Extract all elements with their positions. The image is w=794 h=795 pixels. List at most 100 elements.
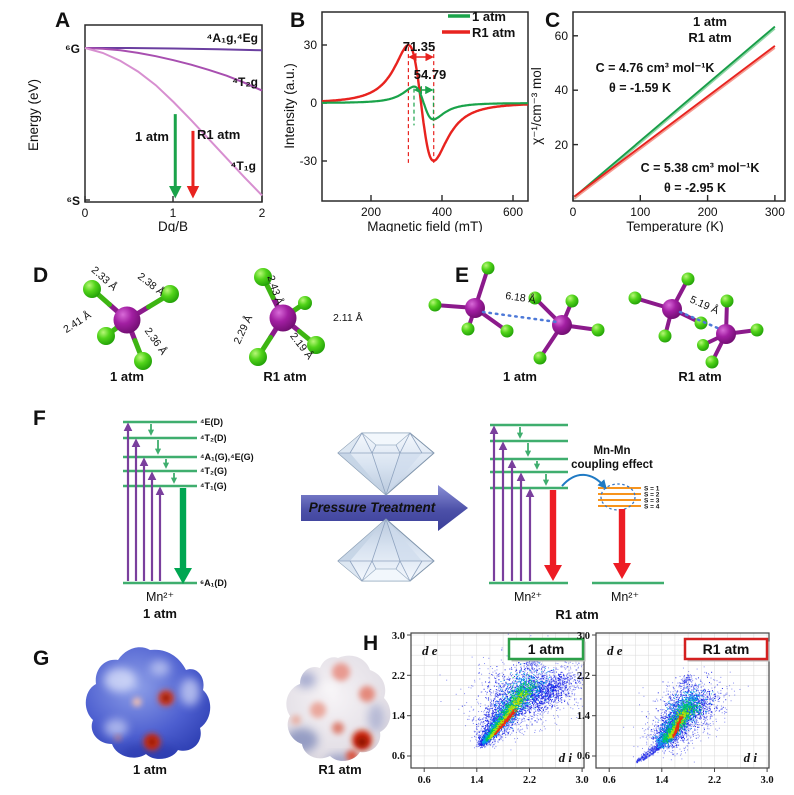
weiss-theta-1atm: θ = -1.59 K: [609, 81, 671, 95]
badge-r1atm: [683, 637, 769, 661]
ytick-20: 20: [555, 138, 569, 152]
cl-atom: [97, 327, 115, 345]
ytick: 2.2: [577, 671, 590, 682]
a1g-eg-curve: [85, 47, 263, 52]
mn-mn-distance-label: 5.19 Å: [688, 293, 721, 317]
coupling-circle: [600, 483, 636, 511]
curve-label-t1g: ⁴T₁g: [230, 159, 256, 173]
linewidth-value-red: 71.35: [403, 39, 436, 54]
mn-mn-distance-line: [481, 310, 559, 324]
cl-atom: [298, 296, 312, 310]
spin-label: S = 1: [644, 486, 660, 493]
fingerprint-frame-1atm: 0.6 1.4 2.2 3.0 3.0 2.2 1.4 0.6 d e d i …: [392, 631, 589, 786]
ytick: 3.0: [577, 631, 590, 642]
panel-h-letter: H: [363, 632, 378, 655]
tetrahedra-pair-1atm: [428, 261, 605, 365]
panel-f: F: [33, 407, 664, 622]
bond-length-label: 2.29 Å: [231, 313, 256, 346]
hirshfeld-surface-1atm: 1 atm: [85, 647, 211, 777]
panel-e: E 6.18 Å 1 atm 5.19 Å R1 atm: [428, 261, 764, 384]
ytick-60: 60: [555, 29, 569, 43]
panel-a: A ⁶G ⁶S Energy (eV) 0 1 2 Dq/B ⁴A₁g,⁴Eg …: [26, 9, 266, 232]
panel-a-letter: A: [55, 9, 70, 32]
panel-c-frame: [572, 11, 786, 202]
ytick: 0.6: [577, 751, 590, 762]
xtick-200: 200: [361, 205, 381, 219]
chi-fit-line-1atm: [573, 25, 776, 198]
ground-level-label: ⁶A₁(D): [200, 578, 227, 588]
y-axis-label: Energy (eV): [26, 79, 41, 151]
xtick-400: 400: [432, 205, 452, 219]
xtick-600: 600: [503, 205, 523, 219]
xtick-300: 300: [765, 205, 785, 219]
panel-c: C 20 40 60 χ⁻¹/cm⁻³ mol 0 100 200 300 Te…: [529, 9, 786, 232]
level-label: ⁴E(D): [200, 417, 223, 427]
mncl4-tetrahedron-r1atm: [249, 268, 325, 366]
badge-label-r1atm: R1 atm: [703, 641, 750, 657]
badge-1atm: [507, 637, 585, 661]
level-label: ⁴T₂(G): [200, 466, 227, 476]
panel-b: B 30 0 -30 Intensity (a.u.) 200 400 600 …: [282, 9, 529, 232]
ytick-30: 30: [304, 38, 318, 52]
xtick: 1.4: [470, 775, 484, 786]
xtick: 1.4: [655, 775, 669, 786]
xtick: 3.0: [761, 775, 774, 786]
linewidth-value-green: 54.79: [414, 67, 447, 82]
epr-curve-r1atm: [322, 43, 528, 163]
ion-label: Mn²⁺: [611, 590, 639, 604]
hirshfeld-surface-r1atm: R1 atm: [286, 655, 391, 777]
level-label: ⁴T₁(G): [200, 481, 227, 491]
cl-atom: [134, 352, 152, 370]
arrow-label-r1atm: R1 atm: [197, 127, 240, 142]
panel-g: G 1 atm: [33, 647, 391, 777]
x-axis-label: Temperature (K): [626, 219, 724, 232]
panel-a-frame: [84, 24, 263, 203]
caption-1atm: 1 atm: [110, 369, 144, 384]
legend-label-r1atm: R1 atm: [688, 30, 731, 45]
panel-d-letter: D: [33, 264, 48, 287]
ion-label: Mn²⁺: [146, 590, 174, 604]
xtick: 2.2: [708, 775, 721, 786]
legend-label-r1atm: R1 atm: [472, 25, 515, 40]
curve-label-a1g-eg: ⁴A₁g,⁴Eg: [207, 31, 259, 45]
ytick: 3.0: [392, 631, 405, 642]
mn-atom: [113, 306, 141, 334]
cl-atom: [307, 336, 325, 354]
xtick-0: 0: [570, 205, 577, 219]
badge-label-1atm: 1 atm: [528, 641, 565, 657]
epr-curve-1atm: [322, 85, 528, 121]
xtick-100: 100: [630, 205, 650, 219]
caption-r1atm: R1 atm: [263, 369, 306, 384]
y-axis-label: χ⁻¹/cm⁻³ mol: [529, 67, 544, 145]
ytick: 1.4: [577, 711, 591, 722]
ytick-0: 0: [310, 96, 317, 110]
absorption-arrows: [123, 422, 165, 581]
bond-length-label: 2.41 Å: [61, 308, 94, 335]
mn-mn-distance-label: 6.18 Å: [505, 289, 537, 306]
xtick-1: 1: [170, 206, 177, 220]
panel-h: H 0.6 1.4 2.2 3.0 3.0 2.2 1.4 0.6 d e d …: [363, 631, 774, 786]
cl-atom: [83, 280, 101, 298]
legend-label-1atm: 1 atm: [693, 14, 727, 29]
panel-g-letter: G: [33, 647, 49, 670]
panel-b-letter: B: [290, 9, 305, 32]
ytick: 0.6: [392, 751, 405, 762]
xtick: 0.6: [603, 775, 616, 786]
mn-atom: [552, 315, 572, 335]
emission-arrow-green: [174, 488, 192, 584]
ytick-40: 40: [555, 83, 569, 97]
caption-1atm: 1 atm: [133, 762, 167, 777]
curie-constant-1atm: C = 4.76 cm³ mol⁻¹K: [596, 61, 715, 75]
legend-label-1atm: 1 atm: [472, 9, 506, 24]
panel-b-frame: [321, 11, 529, 202]
xtick: 2.2: [523, 775, 536, 786]
level-label: ⁴A₁(G),⁴E(G): [200, 452, 254, 462]
mncl4-tetrahedron-1atm: [83, 280, 179, 370]
curve-label-t2g: ⁴T₂g: [232, 75, 258, 89]
bond-length-label: 2.36 Å: [142, 325, 170, 357]
panel-c-letter: C: [545, 9, 560, 32]
x-axis-label: Magnetic field (mT): [367, 219, 483, 232]
caption-r1atm: R1 atm: [678, 369, 721, 384]
pressure-treatment-label: Pressure Treatment: [309, 500, 436, 515]
mn-atom: [716, 324, 736, 344]
